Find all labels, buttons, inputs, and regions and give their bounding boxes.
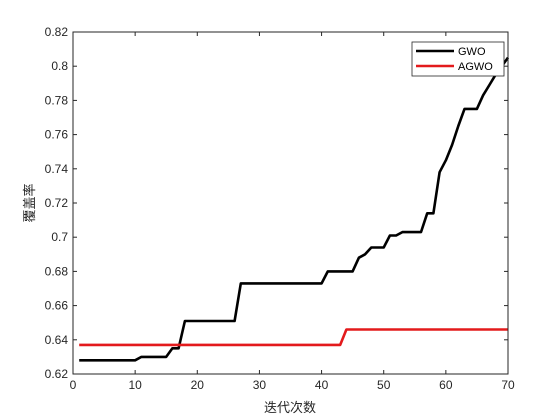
x-tick-label: 30 xyxy=(253,378,267,392)
legend-label-gwo: GWO xyxy=(458,46,486,58)
y-axis-label: 覆盖率 xyxy=(22,183,38,222)
y-tick-label: 0.74 xyxy=(45,162,69,176)
x-tick-label: 60 xyxy=(439,378,453,392)
x-tick-label: 10 xyxy=(128,378,142,392)
plot-area xyxy=(73,32,508,374)
x-axis-label: 迭代次数 xyxy=(264,400,316,416)
x-tick-label: 40 xyxy=(315,378,329,392)
series-line-gwo xyxy=(79,56,510,362)
legend-label-agwo: AGWO xyxy=(458,61,493,73)
legend-box xyxy=(411,41,505,77)
series-line-agwo xyxy=(79,328,508,347)
series-layer xyxy=(79,56,510,362)
y-tick-label: 0.66 xyxy=(45,299,69,313)
x-tick-label: 70 xyxy=(501,378,515,392)
x-tick-label: 0 xyxy=(70,378,77,392)
y-tick-label: 0.68 xyxy=(45,264,69,278)
y-tick-label: 0.82 xyxy=(45,25,69,39)
y-tick-label: 0.78 xyxy=(45,93,69,107)
y-tick-label: 0.76 xyxy=(45,128,69,142)
y-tick-label: 0.64 xyxy=(45,333,69,347)
ticks-layer: 0 10 20 30 40 50 60 70 0.62 0.64 0.66 0.68 0.7 0.72 0.… xyxy=(45,25,515,392)
y-tick-label: 0.72 xyxy=(45,196,69,210)
y-tick-label: 0.8 xyxy=(51,59,68,73)
x-tick-label: 50 xyxy=(377,378,391,392)
legend: GWO AGWO xyxy=(411,41,505,77)
y-tick-label: 0.62 xyxy=(45,367,69,381)
y-tick-label: 0.7 xyxy=(51,230,68,244)
x-tick-label: 20 xyxy=(191,378,205,392)
